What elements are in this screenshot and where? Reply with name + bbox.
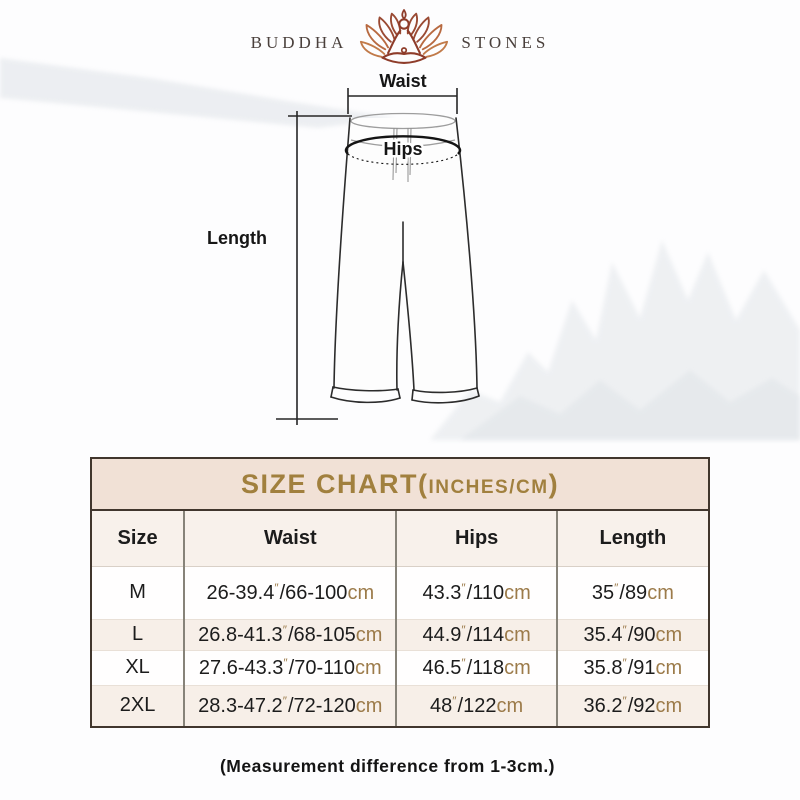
hips-cell: 43.3″/110cm [395, 565, 557, 619]
size-cell: XL [92, 649, 185, 685]
title-close-paren: ) [548, 469, 560, 499]
brand-logo: BUDDHA STONES [0, 4, 800, 74]
length-cell: 35.8″/91cm [555, 649, 708, 685]
col-header-size: Size [92, 511, 185, 566]
measurement-lines [276, 88, 458, 425]
measurement-note: (Measurement difference from 1-3cm.) [219, 756, 556, 776]
waist-cell: 26.8-41.3″/68-105cm [183, 618, 397, 650]
size-cell: 2XL [92, 684, 185, 726]
title-units-text: INCHES/CM [428, 477, 549, 498]
waist-cell: 26-39.4″/66-100cm [183, 565, 397, 619]
hips-cell: 46.5″/118cm [395, 649, 557, 685]
waist-cell: 27.6-43.3″/70-110cm [183, 649, 397, 685]
col-header-hips: Hips [395, 511, 557, 566]
size-chart-title: SIZE CHART(INCHES/CM) [92, 459, 708, 511]
table-row: M 26-39.4″/66-100cm 43.3″/110cm 35″/89cm [92, 565, 708, 619]
col-header-length: Length [555, 511, 708, 566]
length-cell: 35″/89cm [555, 565, 708, 619]
size-cell: L [92, 618, 185, 650]
pants-measurement-diagram: Waist Hips Length [0, 58, 800, 440]
length-label: Length [207, 228, 267, 248]
length-cell: 36.2″/92cm [555, 684, 708, 726]
hips-label: Hips [383, 139, 422, 159]
size-cell: M [92, 565, 185, 619]
hips-cell: 48″/122cm [395, 684, 557, 726]
table-header-row: Size Waist Hips Length [92, 511, 708, 566]
mountain-wash-background [0, 58, 800, 440]
pants-outline [334, 118, 477, 392]
table-row: 2XL 28.3-47.2″/72-120cm 48″/122cm 36.2″/… [92, 684, 708, 726]
table-row: XL 27.6-43.3″/70-110cm 46.5″/118cm 35.8″… [92, 649, 708, 685]
waist-label: Waist [379, 71, 426, 91]
hips-cell: 44.9″/114cm [395, 618, 557, 650]
waist-cell: 28.3-47.2″/72-120cm [183, 684, 397, 726]
brand-name-right: STONES [461, 33, 550, 52]
length-cell: 35.4″/90cm [555, 618, 708, 650]
col-header-waist: Waist [183, 511, 397, 566]
title-text: SIZE CHART( [240, 469, 429, 499]
table-row: L 26.8-41.3″/68-105cm 44.9″/114cm 35.4″/… [92, 618, 708, 650]
brand-name-left: BUDDHA [250, 33, 348, 52]
hips-ellipse [344, 135, 462, 165]
lotus-meditation-icon [360, 9, 449, 64]
size-chart-table: SIZE CHART(INCHES/CM) Size Waist Hips Le… [90, 457, 710, 728]
